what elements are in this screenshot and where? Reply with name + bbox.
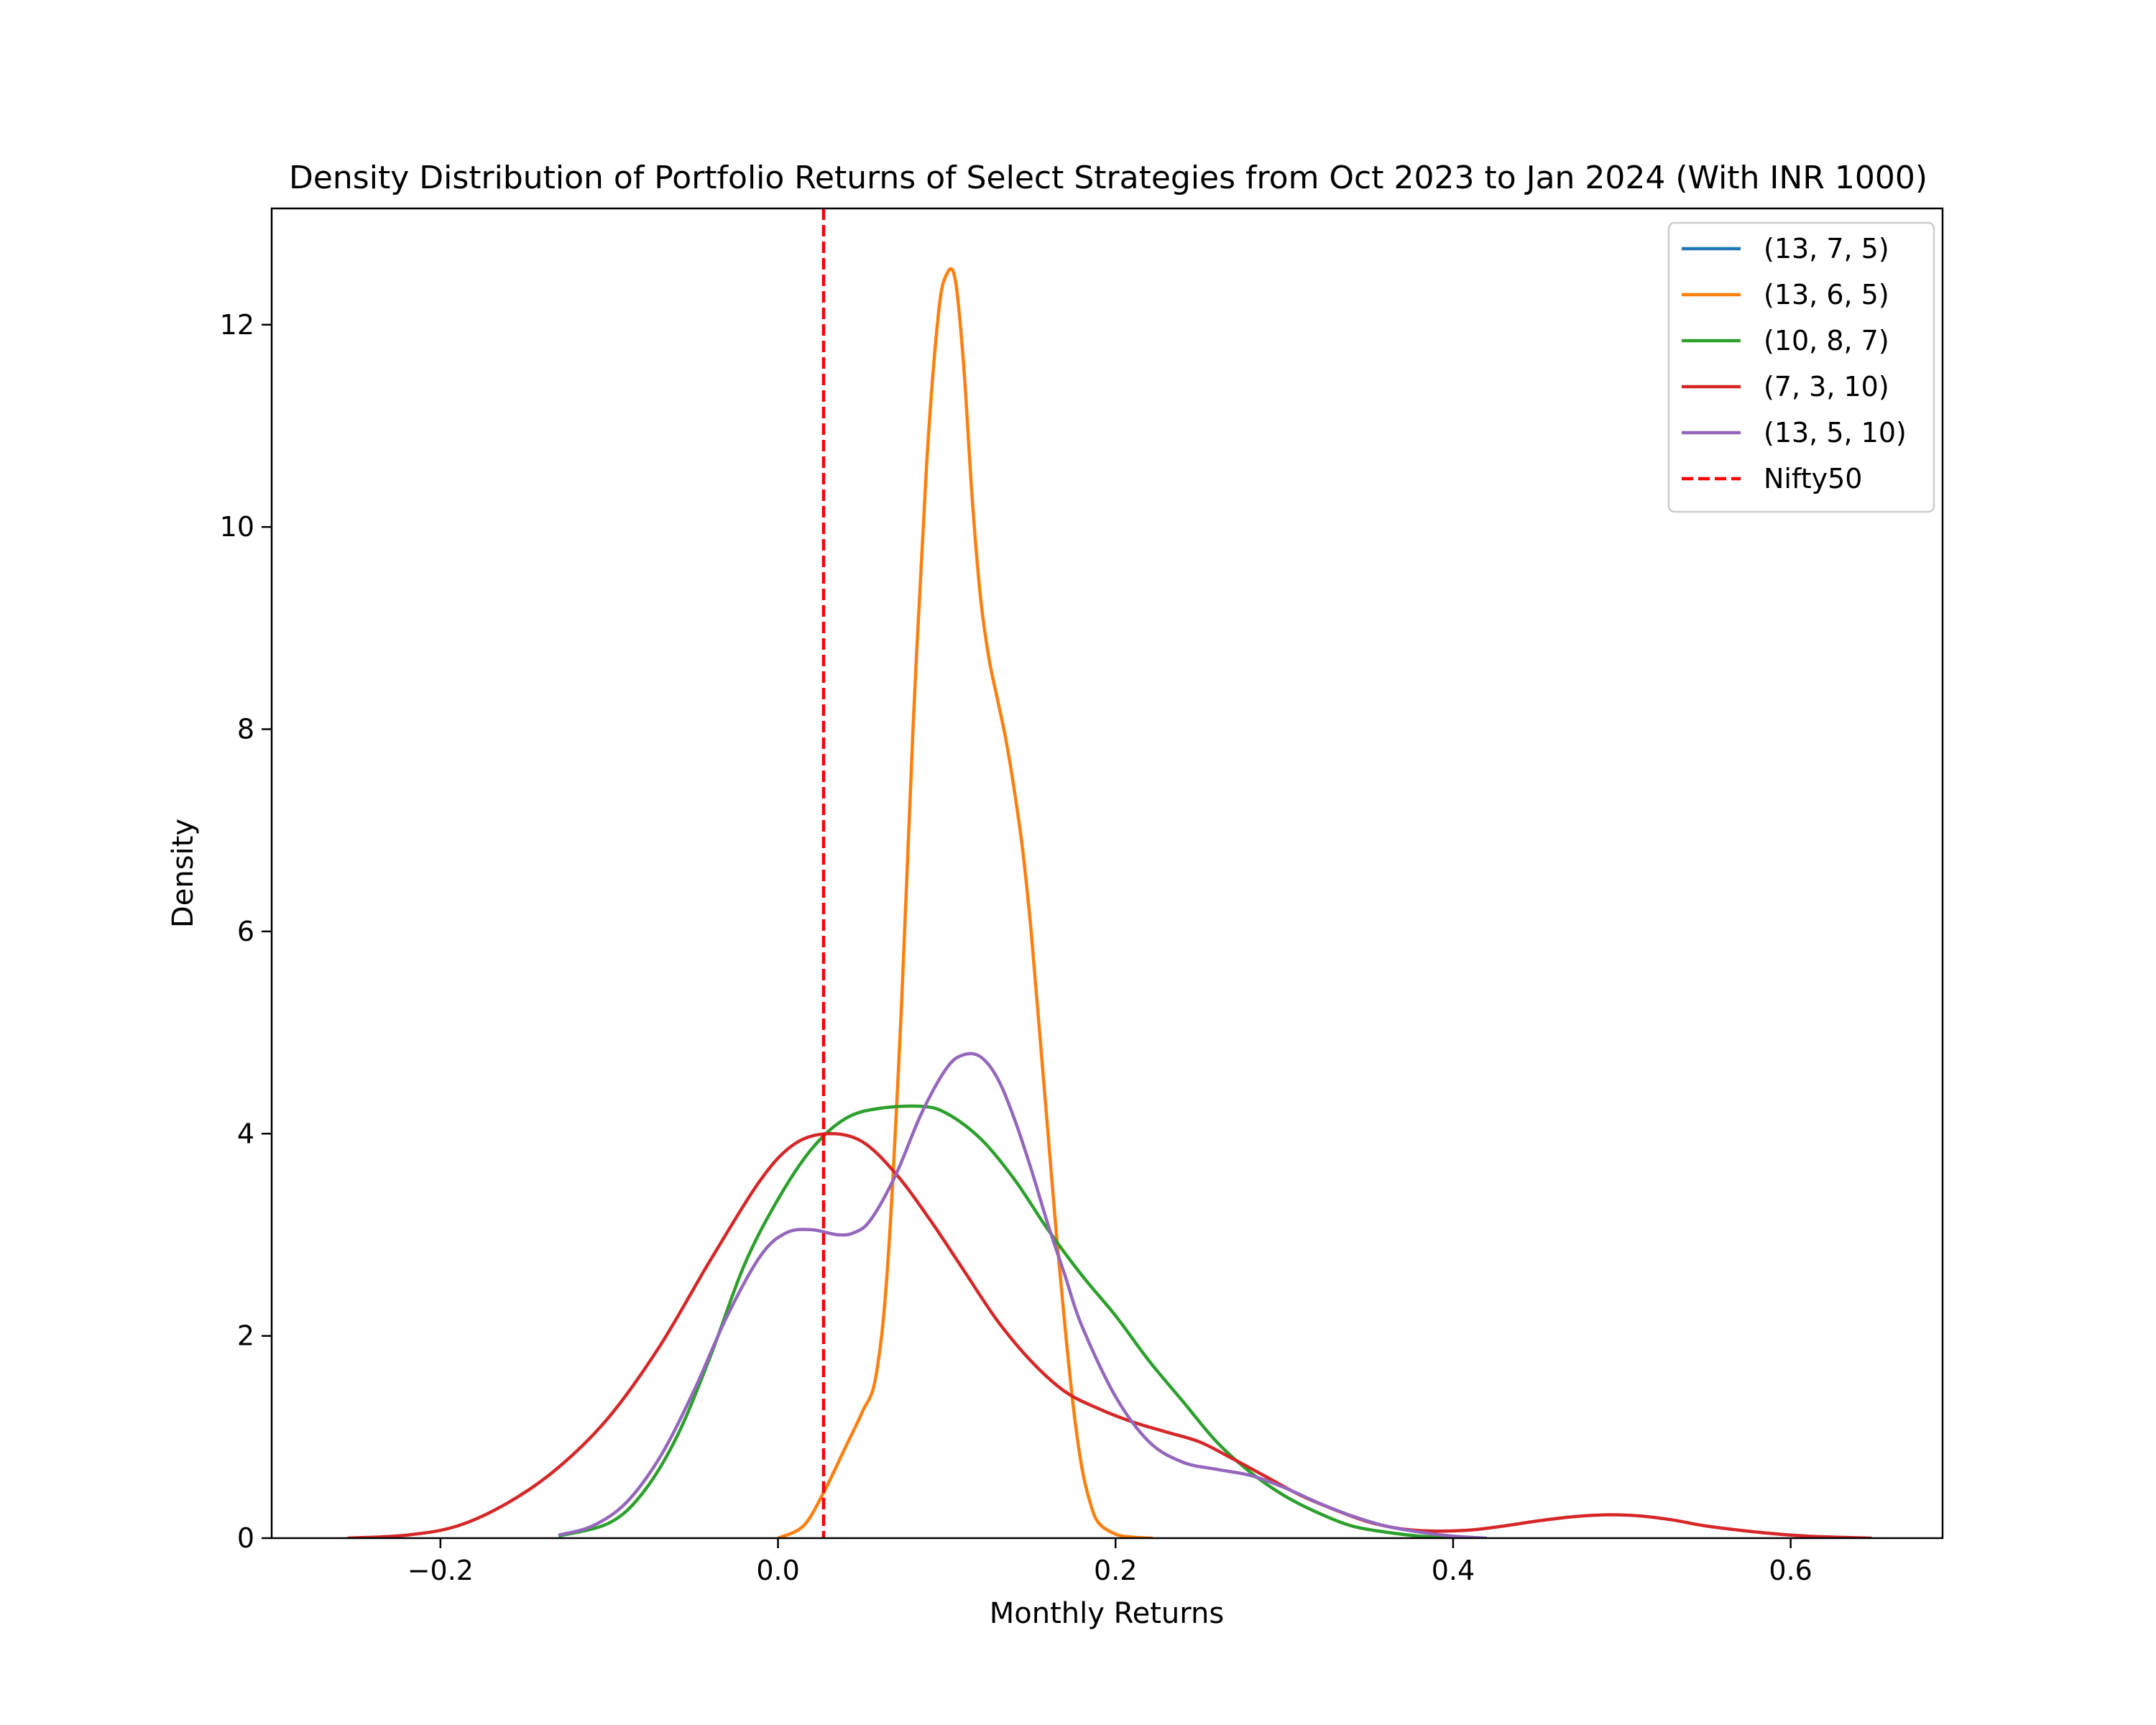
y-axis: 0 2 4 6 8 10 12 (220, 309, 272, 1554)
x-tick-label: 0.2 (1094, 1555, 1137, 1586)
y-tick-label: 4 (237, 1118, 254, 1149)
series-line-2 (558, 1104, 1454, 1538)
axes-frame (270, 207, 1944, 1540)
legend: (13, 7, 5) (13, 6, 5) (10, 8, 7) (7, 3, 10)… (1667, 221, 1935, 513)
chart-title: Density Distribution of Portfolio Return… (289, 160, 1927, 196)
legend-label: (13, 5, 10) (1764, 417, 1907, 448)
series-line-3 (347, 1132, 1872, 1538)
legend-label: (10, 8, 7) (1764, 325, 1889, 356)
series-line-1 (777, 267, 1153, 1538)
x-tick-label: 0.4 (1432, 1555, 1475, 1586)
series-line-4 (558, 1052, 1488, 1538)
y-tick-label: 0 (237, 1522, 254, 1554)
legend-label: Nifty50 (1764, 463, 1862, 494)
legend-label: (13, 6, 5) (1764, 279, 1889, 310)
y-tick-label: 2 (237, 1320, 254, 1352)
x-axis-label: Monthly Returns (990, 1597, 1224, 1630)
y-tick-label: 12 (220, 309, 254, 341)
series-layer (347, 208, 1872, 1538)
x-tick-label: −0.2 (407, 1555, 474, 1586)
y-tick-label: 10 (220, 511, 254, 543)
legend-label: (7, 3, 10) (1764, 371, 1889, 402)
x-tick-label: 0.0 (756, 1555, 799, 1586)
legend-label: (13, 7, 5) (1764, 233, 1889, 264)
y-tick-label: 8 (237, 714, 254, 745)
y-axis-label: Density (167, 819, 200, 928)
x-tick-label: 0.6 (1769, 1555, 1812, 1586)
x-axis: −0.2 0.0 0.2 0.4 0.6 (407, 1538, 1812, 1586)
y-tick-label: 6 (237, 916, 254, 947)
